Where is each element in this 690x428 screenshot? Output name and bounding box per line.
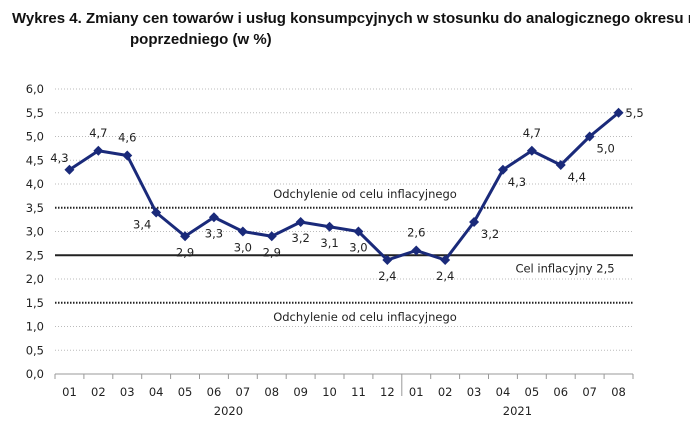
- reference-line-label: Cel inflacyjny 2,5: [515, 261, 614, 275]
- y-tick-label: 5,0: [26, 130, 44, 144]
- x-tick-label: 05: [178, 385, 193, 399]
- data-point: [353, 226, 364, 237]
- year-label: 2021: [503, 404, 532, 418]
- x-tick-label: 06: [553, 385, 568, 399]
- x-tick-label: 08: [264, 385, 279, 399]
- data-point: [93, 145, 104, 156]
- data-label: 3,3: [205, 226, 223, 240]
- reference-line-label: Odchylenie od celu inflacyjnego: [273, 310, 457, 324]
- x-tick-label: 07: [582, 385, 597, 399]
- series-line: [68, 111, 620, 262]
- x-tick-label: 04: [149, 385, 164, 399]
- data-point: [526, 145, 537, 156]
- x-tick-label: 01: [62, 385, 77, 399]
- data-label: 2,9: [263, 245, 281, 259]
- y-tick-label: 0,0: [26, 367, 44, 381]
- x-tick-label: 03: [467, 385, 482, 399]
- chart-title-line1: Wykres 4. Zmiany cen towarów i usług kon…: [12, 10, 690, 27]
- data-label: 5,5: [625, 106, 643, 120]
- y-tick-label: 3,0: [26, 225, 44, 239]
- data-label: 2,6: [407, 226, 425, 240]
- data-point: [469, 217, 480, 227]
- data-label: 2,4: [436, 269, 454, 283]
- data-label: 3,2: [481, 227, 499, 241]
- x-tick-label: 02: [91, 385, 106, 399]
- data-point: [266, 231, 277, 242]
- y-tick-label: 1,5: [26, 296, 44, 310]
- data-point: [382, 255, 393, 265]
- x-tick-label: 09: [293, 385, 308, 399]
- data-point: [440, 255, 451, 265]
- data-label: 4,7: [523, 126, 541, 140]
- y-tick-label: 3,5: [26, 201, 44, 215]
- x-tick-label: 03: [120, 385, 135, 399]
- x-tick-label: 08: [611, 385, 626, 399]
- data-label: 5,0: [597, 142, 615, 156]
- y-tick-label: 5,5: [26, 106, 44, 120]
- x-tick-label: 05: [525, 385, 540, 399]
- data-label: 4,6: [118, 131, 136, 145]
- year-label: 2020: [214, 404, 243, 418]
- data-point: [324, 221, 335, 232]
- data-label: 2,9: [176, 245, 194, 259]
- data-label: 3,1: [320, 236, 338, 250]
- data-point: [64, 164, 75, 175]
- data-label: 2,4: [378, 269, 396, 283]
- data-point: [295, 217, 306, 227]
- x-tick-label: 02: [438, 385, 453, 399]
- data-label: 3,0: [349, 241, 367, 255]
- data-label: 4,3: [508, 175, 526, 189]
- y-tick-label: 0,5: [26, 343, 44, 357]
- x-tick-label: 11: [351, 385, 366, 399]
- reference-line-label: Odchylenie od celu inflacyjnego: [273, 187, 457, 201]
- data-label: 4,4: [568, 170, 586, 184]
- data-point: [237, 226, 248, 237]
- data-point: [122, 150, 133, 161]
- data-point: [555, 160, 566, 170]
- x-tick-label: 04: [496, 385, 511, 399]
- data-point: [497, 164, 508, 175]
- x-tick-label: 01: [409, 385, 424, 399]
- data-label: 4,3: [50, 151, 68, 165]
- y-tick-label: 6,0: [26, 82, 44, 96]
- x-tick-label: 07: [236, 385, 251, 399]
- y-tick-label: 4,5: [26, 153, 44, 167]
- data-label: 3,0: [234, 241, 252, 255]
- data-label: 3,2: [292, 231, 310, 245]
- data-point: [180, 231, 191, 242]
- x-tick-label: 10: [322, 385, 337, 399]
- data-point: [208, 212, 219, 223]
- data-point: [613, 107, 624, 118]
- x-tick-label: 06: [207, 385, 222, 399]
- y-tick-label: 4,0: [26, 177, 44, 191]
- y-tick-label: 2,5: [26, 248, 44, 262]
- data-point: [584, 131, 595, 142]
- data-point: [411, 245, 422, 256]
- y-tick-label: 2,0: [26, 272, 44, 286]
- chart-title-line2: poprzedniego (w %): [130, 31, 272, 48]
- data-point: [151, 207, 162, 218]
- data-label: 3,4: [133, 218, 151, 232]
- data-label: 4,7: [89, 126, 107, 140]
- x-tick-label: 12: [380, 385, 395, 399]
- y-tick-label: 1,0: [26, 320, 44, 334]
